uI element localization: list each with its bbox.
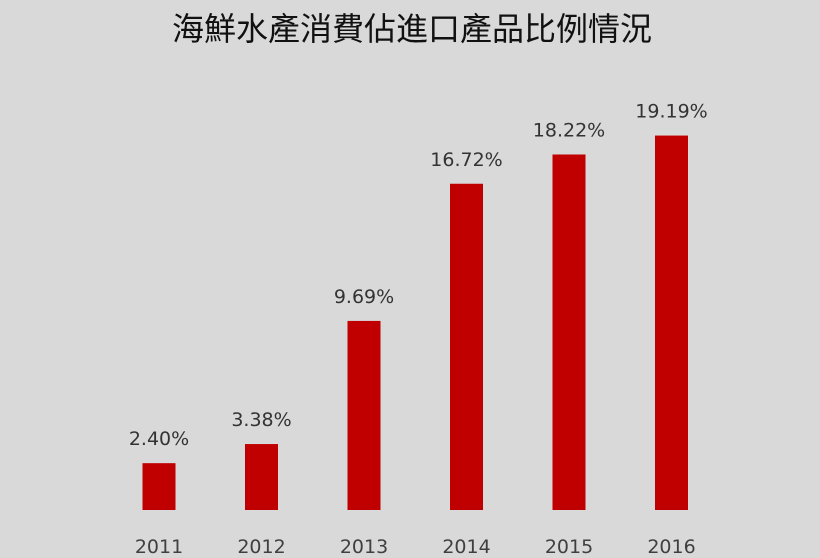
data-label-2013: 9.69% xyxy=(334,286,394,308)
bar-2011 xyxy=(142,463,176,510)
x-tick-2013: 2013 xyxy=(340,536,388,558)
data-label-2016: 19.19% xyxy=(635,101,707,123)
x-tick-2012: 2012 xyxy=(237,536,285,558)
data-label-2012: 3.38% xyxy=(231,409,291,431)
data-label-2015: 18.22% xyxy=(533,119,605,141)
data-labels-group: 2.40% 3.38% 9.69% 16.72% 18.22% 19.19% xyxy=(129,101,708,451)
bar-2015 xyxy=(552,154,586,511)
data-label-2014: 16.72% xyxy=(430,149,502,171)
x-axis-ticks: 2011 2012 2013 2014 2015 2016 xyxy=(135,536,696,558)
x-tick-2015: 2015 xyxy=(545,536,593,558)
chart-title: 海鮮水產消費佔進口產品比例情況 xyxy=(172,10,652,48)
data-label-2011: 2.40% xyxy=(129,428,189,450)
bar-2014 xyxy=(450,183,483,510)
x-tick-2011: 2011 xyxy=(135,536,183,558)
bar-2013 xyxy=(347,320,381,510)
bar-2012 xyxy=(245,444,278,510)
x-tick-2016: 2016 xyxy=(647,536,695,558)
bars-group xyxy=(142,135,688,511)
x-tick-2014: 2014 xyxy=(442,536,490,558)
bar-2016 xyxy=(655,135,688,510)
